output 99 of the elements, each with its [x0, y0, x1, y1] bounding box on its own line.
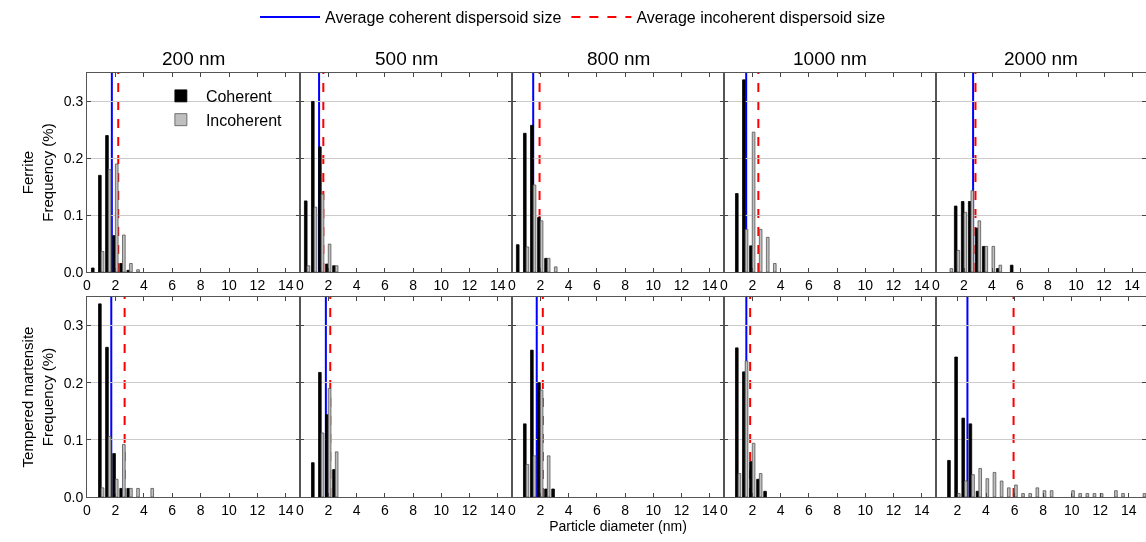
x-tick-label: 14 — [278, 276, 294, 293]
x-tick-label: 14 — [278, 501, 294, 518]
x-tick-label: 8 — [409, 501, 418, 518]
chart-title: 800 nm — [587, 48, 651, 69]
x-tick-label: 0 — [720, 276, 729, 293]
x-tick-label: 6 — [592, 501, 601, 518]
x-tick-label: 0 — [508, 501, 517, 518]
x-tick-label: 8 — [196, 501, 205, 518]
x-tick-label: 8 — [833, 501, 842, 518]
x-tick-label: 8 — [1039, 501, 1048, 518]
x-tick-label: 2 — [324, 276, 333, 293]
x-tick-label: 4 — [352, 276, 361, 293]
x-tick-label: 6 — [1010, 501, 1019, 518]
x-tick-label: 6 — [168, 501, 177, 518]
chart-title: 200 nm — [162, 48, 226, 69]
x-tick-label: 8 — [1044, 276, 1053, 293]
x-tick-label: 6 — [804, 501, 813, 518]
x-tick-label: 4 — [982, 501, 991, 518]
x-tick-label: 8 — [621, 276, 630, 293]
x-tick-label: 10 — [645, 276, 662, 293]
x-tick-label: 6 — [804, 276, 813, 293]
x-tick-label: 4 — [352, 501, 361, 518]
x-tick-label: 6 — [168, 276, 177, 293]
x-tick-label: 4 — [776, 276, 785, 293]
x-tick-label: 12 — [1096, 276, 1112, 293]
x-tick-label: 12 — [461, 276, 478, 293]
x-tick-label: 10 — [433, 276, 450, 293]
x-tick-label: 0 — [296, 276, 305, 293]
chart-title: 2000 nm — [1004, 48, 1078, 69]
x-tick-label: 2 — [953, 501, 962, 518]
x-tick-label: 10 — [221, 501, 237, 518]
x-tick-label: 6 — [592, 276, 601, 293]
x-tick-label: 8 — [833, 276, 842, 293]
x-tick-label: 6 — [1016, 276, 1025, 293]
x-tick-label: 0 — [720, 501, 729, 518]
x-tick-label: 10 — [1068, 276, 1084, 293]
x-tick-label: 2 — [536, 276, 545, 293]
y-tick-label: 0.1 — [63, 207, 84, 224]
x-tick-label: 10 — [433, 501, 450, 518]
x-tick-label: 2 — [324, 501, 333, 518]
x-tick-label: 12 — [249, 276, 266, 293]
x-tick-label: 0 — [508, 276, 517, 293]
x-axis-title: Particle diameter (nm) — [549, 518, 687, 535]
y-axis-title: Ferrite Frequency (%) — [19, 123, 56, 222]
x-tick-label: 14 — [490, 276, 506, 293]
y-axis-title: Tempered martensite Frequency (%) — [19, 326, 56, 468]
x-tick-label: 0 — [83, 276, 92, 293]
x-tick-label: 8 — [409, 276, 418, 293]
x-tick-label: 4 — [139, 276, 148, 293]
y-tick-label: 0.2 — [63, 374, 84, 391]
x-tick-label: 4 — [988, 276, 997, 293]
x-tick-label: 12 — [461, 501, 478, 518]
x-tick-label: 12 — [673, 501, 690, 518]
x-tick-label: 14 — [490, 501, 506, 518]
y-tick-label: 0.3 — [63, 317, 84, 334]
x-tick-label: 10 — [857, 501, 874, 518]
y-tick-label: 0.2 — [63, 150, 84, 167]
x-tick-label: 6 — [380, 501, 389, 518]
y-tick-label: 0.0 — [63, 488, 84, 505]
x-tick-label: 6 — [380, 276, 389, 293]
chart-title: 1000 nm — [793, 48, 867, 69]
x-tick-label: 4 — [776, 501, 785, 518]
x-tick-label: 14 — [1124, 276, 1140, 293]
x-tick-label: 10 — [645, 501, 662, 518]
x-tick-label: 2 — [536, 501, 545, 518]
x-tick-label: 14 — [1121, 501, 1137, 518]
x-tick-label: 14 — [702, 501, 718, 518]
y-tick-label: 0.1 — [63, 431, 84, 448]
y-tick-label: 0.3 — [63, 93, 84, 110]
x-tick-label: 12 — [885, 276, 902, 293]
x-tick-label: 12 — [673, 276, 690, 293]
x-tick-label: 8 — [196, 276, 205, 293]
x-tick-label: 0 — [296, 501, 305, 518]
x-tick-label: 2 — [748, 276, 757, 293]
x-tick-label: 8 — [621, 501, 630, 518]
x-tick-label: 12 — [249, 501, 266, 518]
x-tick-label: 14 — [702, 276, 718, 293]
chart-title: 500 nm — [375, 48, 439, 69]
y-tick-label: 0.0 — [63, 263, 84, 280]
x-tick-label: 14 — [914, 501, 930, 518]
x-tick-label: 4 — [564, 276, 573, 293]
x-tick-label: 4 — [564, 501, 573, 518]
x-tick-label: 0 — [83, 501, 92, 518]
x-tick-label: 12 — [1092, 501, 1109, 518]
legend-label: Coherent — [205, 88, 273, 106]
x-tick-label: 12 — [885, 501, 902, 518]
x-tick-label: 10 — [857, 276, 874, 293]
x-tick-label: 10 — [1063, 501, 1080, 518]
legend-label: Average incoherent dispersoid size — [636, 9, 886, 27]
x-tick-label: 4 — [139, 501, 148, 518]
x-tick-label: 2 — [111, 276, 120, 293]
x-tick-label: 10 — [221, 276, 237, 293]
x-tick-label: 2 — [960, 276, 969, 293]
x-tick-label: 2 — [748, 501, 757, 518]
x-tick-label: 2 — [111, 501, 120, 518]
legend-label: Incoherent — [205, 111, 283, 129]
legend-label: Average coherent dispersoid size — [325, 9, 562, 27]
x-tick-label: 14 — [914, 276, 930, 293]
x-tick-label: 0 — [932, 276, 941, 293]
